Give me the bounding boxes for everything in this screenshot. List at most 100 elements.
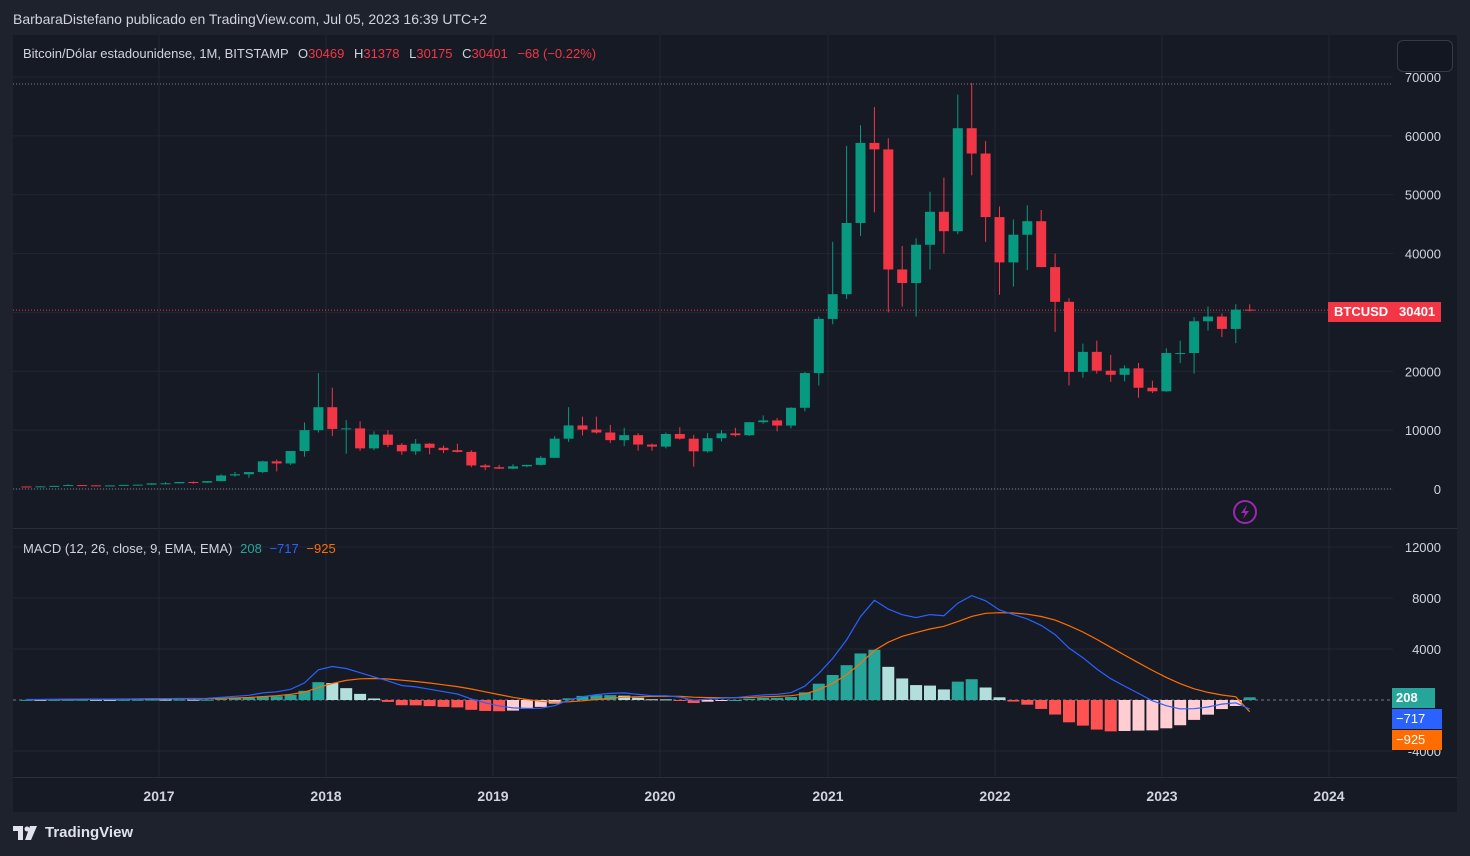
macd-histogram-bar [256, 696, 269, 700]
candle-body [716, 433, 727, 439]
candle-body [563, 425, 574, 439]
macd-histogram-bar [534, 700, 547, 707]
macd-histogram-bar [1132, 700, 1145, 731]
candle-body [633, 435, 644, 445]
candle-body [271, 461, 282, 464]
candle-body [63, 485, 74, 487]
macd-histogram-bar [576, 695, 589, 700]
macd-histogram-bar [604, 695, 617, 700]
close-label: C [462, 46, 472, 61]
macd-histogram-bar [1104, 700, 1117, 732]
candle-body [952, 128, 963, 232]
candle-body [1133, 368, 1144, 388]
candle-body [1119, 368, 1130, 375]
candle-body [21, 486, 32, 488]
price-tick-label: 60000 [1405, 129, 1441, 144]
candle-body [327, 407, 338, 429]
low-label: L [409, 46, 417, 61]
x-tick-label: 2018 [310, 788, 341, 804]
candle-body [758, 420, 769, 423]
last-price-tag: 30401 [1393, 302, 1442, 322]
macd-histogram-bar [993, 697, 1006, 700]
macd-histogram-bar [381, 700, 394, 702]
macd-histogram-bar [659, 699, 672, 701]
candle-body [1064, 301, 1074, 372]
macd-histogram-bar [368, 698, 380, 700]
candle-body [1161, 353, 1172, 392]
macd-histogram-bar [1007, 700, 1020, 702]
candle-body [146, 483, 157, 485]
price-legend: Bitcoin/Dólar estadounidense, 1M, BITSTA… [23, 46, 596, 61]
x-tick-label: 2022 [979, 788, 1010, 804]
candle-body [160, 483, 171, 485]
candle-body [396, 444, 407, 452]
macd-histogram-bar [1160, 700, 1173, 729]
candle-body [619, 435, 630, 441]
macd-histogram-bar [479, 700, 492, 711]
chart-toolbox-button[interactable] [1397, 40, 1453, 72]
macd-histogram-bar [1118, 700, 1131, 731]
price-tick-label: 70000 [1405, 70, 1441, 85]
symbol-description: Bitcoin/Dólar estadounidense, 1M, BITSTA… [23, 46, 289, 61]
macd-histogram-bar [423, 700, 436, 707]
candle-body [438, 447, 449, 451]
macd-histogram-bar [103, 699, 116, 701]
tradingview-logo[interactable]: TradingView [13, 824, 133, 841]
macd-histogram-bar [215, 698, 228, 700]
macd-histogram-bar [1243, 697, 1256, 700]
macd-histogram-bar [965, 679, 978, 700]
candle-body [35, 486, 46, 488]
macd-histogram-bar [785, 697, 797, 700]
macd-signal-value: −925 [306, 541, 336, 556]
candle-body [1175, 353, 1186, 355]
candle-body [257, 461, 268, 473]
candle-body [549, 438, 560, 458]
macd-histogram-bar [1049, 700, 1062, 715]
macd-histogram-bar [229, 698, 241, 700]
macd-histogram-bar [298, 690, 311, 700]
candle-body [466, 451, 477, 466]
macd-histogram-bar [812, 683, 825, 700]
macd-histogram-bar [618, 695, 631, 700]
candle-body [49, 485, 60, 487]
candle-body [1244, 309, 1255, 311]
macd-line-value: −717 [269, 541, 299, 556]
macd-name: MACD (12, 26, close, 9, EMA, EMA) [23, 541, 233, 556]
macd-histogram-bar [312, 682, 325, 700]
candle-body [1203, 316, 1213, 322]
candle-body [230, 474, 240, 476]
candle-body [577, 425, 588, 430]
candle-body [410, 443, 421, 452]
macd-histogram-bar [979, 687, 992, 700]
candle-body [1077, 351, 1088, 372]
macd-tick-label: 8000 [1412, 591, 1441, 606]
replay-icon[interactable] [1233, 500, 1257, 524]
candle-body [994, 217, 1005, 263]
x-tick-label: 2021 [812, 788, 843, 804]
candle-body [966, 128, 977, 154]
candle-body [1230, 309, 1241, 329]
macd-hist-value: 208 [240, 541, 262, 556]
open-value: 30469 [308, 46, 345, 61]
candle-body [702, 438, 713, 452]
candle-body [660, 433, 671, 447]
price-tick-label: 20000 [1405, 364, 1441, 379]
candle-body [452, 450, 463, 452]
macd-tick-label: 4000 [1412, 642, 1441, 657]
macd-histogram-bar [701, 700, 714, 702]
macd-histogram-bar [715, 700, 728, 701]
macd-histogram-bar [646, 699, 658, 701]
candle-body [869, 142, 880, 150]
candle-body [730, 433, 741, 436]
high-label: H [353, 46, 364, 61]
candle-body [911, 244, 922, 283]
candle-body [91, 485, 101, 487]
grid-lines [13, 35, 1457, 778]
macd-histogram-bar [131, 699, 144, 701]
chart-frame[interactable] [13, 35, 1457, 812]
candle-body [786, 407, 796, 426]
macd-histogram-bar [242, 697, 255, 700]
chart-canvas[interactable]: 2017 2018 2019 2020 2021 2022 2023 2024 0 10000 20… [13, 35, 1457, 812]
candle-body [174, 481, 185, 484]
x-tick-label: 2019 [477, 788, 508, 804]
